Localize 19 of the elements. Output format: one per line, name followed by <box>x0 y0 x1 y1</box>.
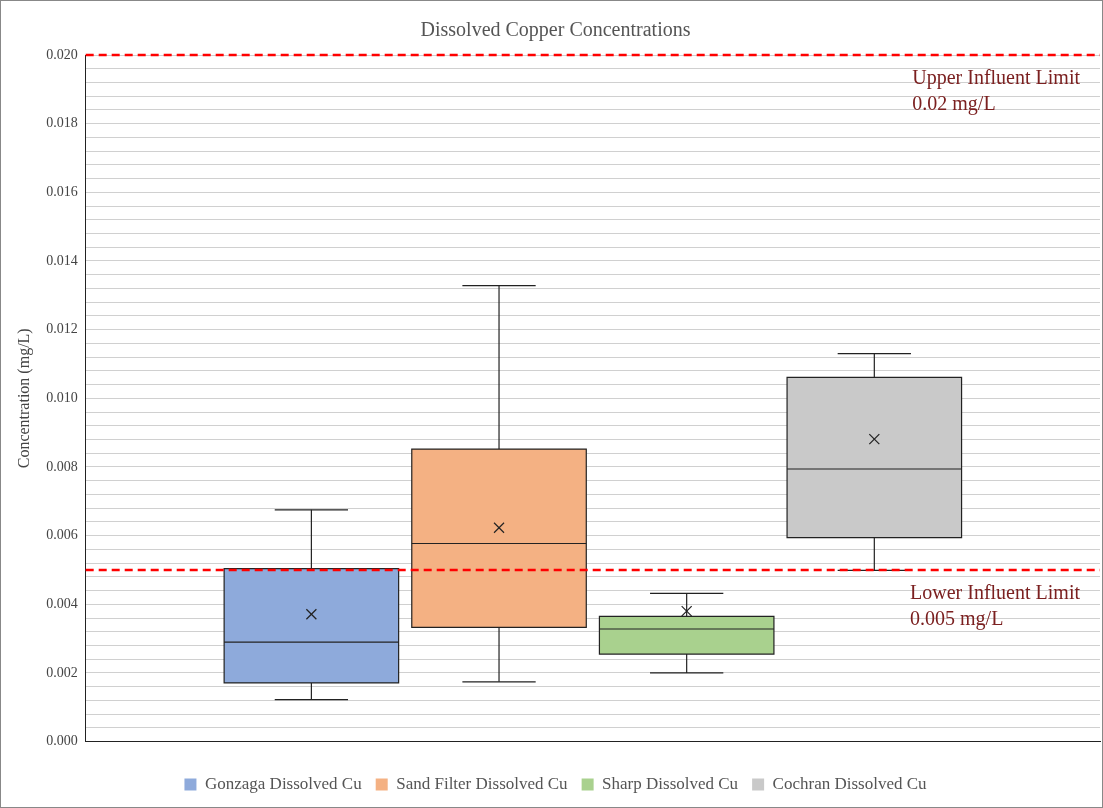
legend-label: Sharp Dissolved Cu <box>602 773 739 793</box>
legend-label: Sand Filter Dissolved Cu <box>396 773 569 793</box>
chart-title: Dissolved Copper Concentrations <box>420 18 691 42</box>
text: 0.000 <box>46 733 78 749</box>
y-tick-label: 0.008 <box>46 458 78 474</box>
ref-line-label: Upper Influent Limit 0.02 mg/L <box>912 66 1081 116</box>
y-tick-label: 0.020 <box>46 46 78 62</box>
ref-line-label: Lower Influent Limit 0.005 mg/L <box>910 581 1081 631</box>
y-tick-label: 0.002 <box>46 664 78 680</box>
legend-label: Cochran Dissolved Cu <box>772 773 928 793</box>
y-axis-title: Concentration (mg/L) <box>14 328 33 469</box>
legend-label: Gonzaga Dissolved Cu <box>204 773 363 793</box>
y-tick-label: 0.014 <box>46 252 78 268</box>
y-tick-label: 0.016 <box>46 183 78 199</box>
y-tick-label: 0.012 <box>46 321 78 337</box>
y-tick-label: 0.004 <box>46 595 78 611</box>
y-tick-label: 0.018 <box>46 115 78 131</box>
y-tick-label: 0.010 <box>46 389 78 405</box>
y-tick-label: 0.006 <box>46 527 78 543</box>
